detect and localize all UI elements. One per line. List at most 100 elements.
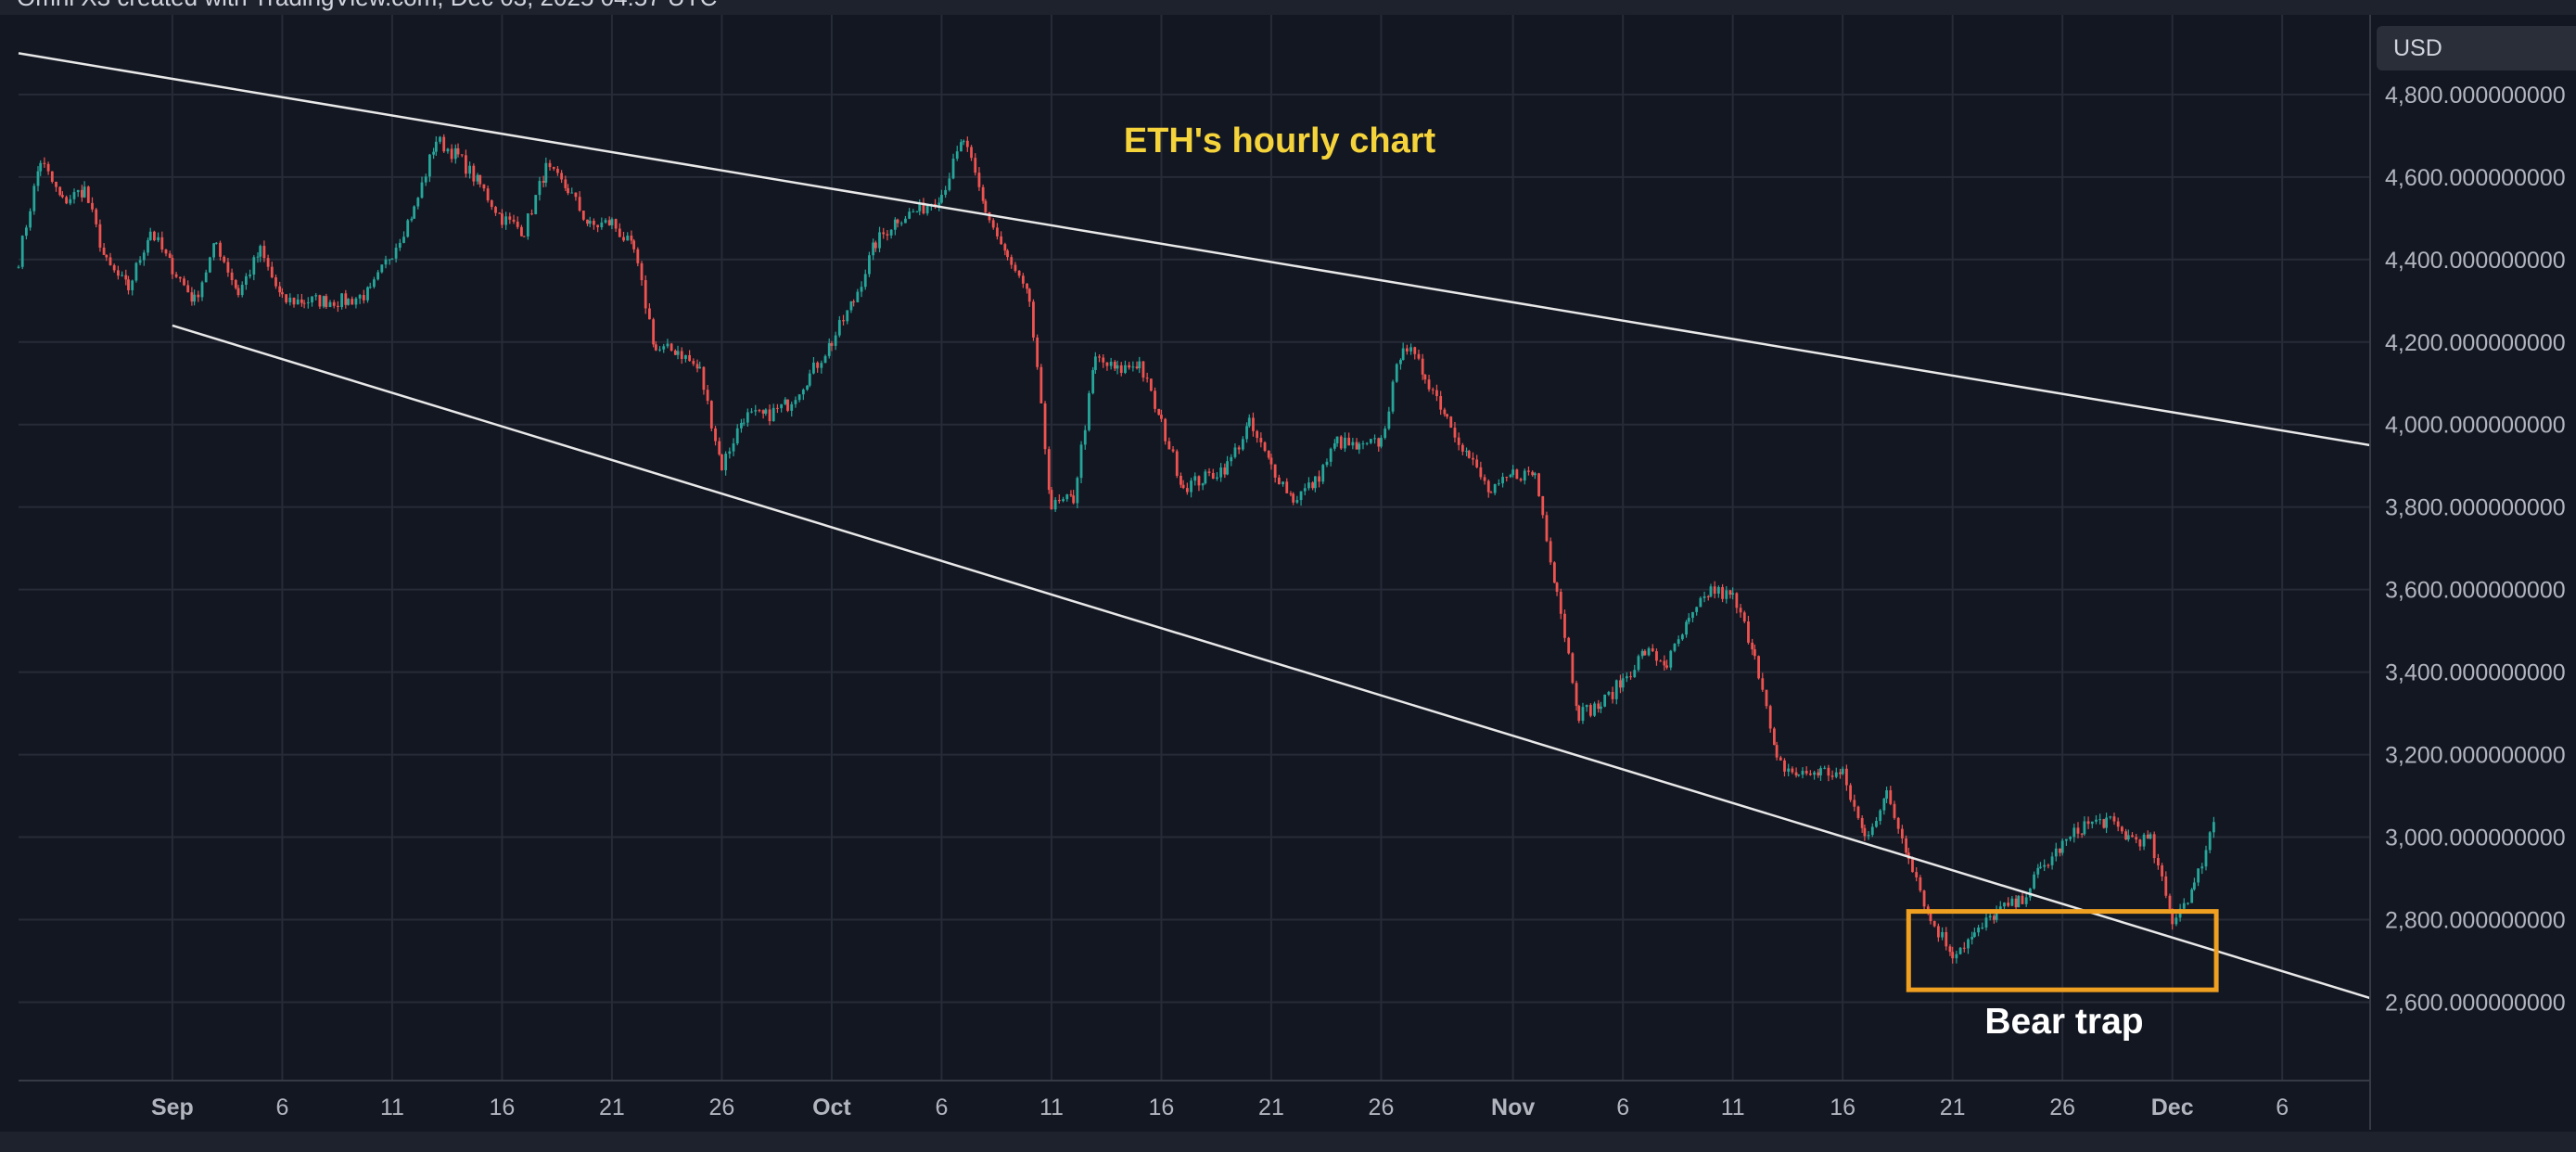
candle-body (1511, 469, 1515, 475)
candle-body (2109, 816, 2112, 818)
trendline-upper (18, 52, 2371, 447)
candle-body (728, 451, 732, 454)
candle-body (2086, 821, 2090, 825)
candle-body (58, 186, 62, 196)
candle-body (1955, 954, 1958, 959)
candle-body (306, 302, 310, 304)
candle-body (32, 186, 36, 211)
candle-body (1699, 597, 1702, 608)
candle-body (102, 247, 106, 255)
candle-body (1713, 586, 1716, 595)
candle-body (648, 308, 651, 320)
candle-body (626, 236, 630, 241)
candle-body (1597, 703, 1600, 710)
candle-body (183, 278, 185, 286)
candle-body (230, 272, 234, 280)
bear-trap-label: Bear trap (1984, 1002, 2143, 1042)
candle-body (1083, 429, 1087, 445)
candle-body (2043, 864, 2047, 867)
candle-body (1972, 932, 1976, 938)
candle-body (1423, 374, 1427, 380)
candle-body (2156, 858, 2160, 866)
candle-body (570, 192, 574, 194)
candle-body (688, 354, 692, 362)
candle-body (2105, 817, 2108, 828)
price-tick-label: 3,400.000000000 (2385, 660, 2566, 686)
candle-body (1204, 471, 1207, 484)
price-tick-label: 2,600.000000000 (2385, 990, 2566, 1016)
candle-body (2190, 889, 2194, 903)
price-tick-label: 4,800.000000000 (2385, 83, 2566, 109)
candle-body (1665, 665, 1668, 668)
candle-body (388, 259, 391, 261)
candle-body (874, 242, 877, 249)
candle-body (1119, 365, 1123, 373)
price-axis[interactable]: 4,800.000000000 4,600.000000000 4,400.0000… (2385, 83, 2566, 1017)
candle-body (706, 390, 709, 402)
candle-body (2171, 908, 2174, 925)
candle-body (358, 295, 362, 299)
candle-body (442, 136, 446, 152)
candle-body (2197, 868, 2200, 883)
candle-body (178, 276, 182, 279)
candle-body (1216, 477, 1218, 480)
candle-body (1716, 586, 1720, 595)
candle-body (1519, 479, 1523, 481)
candle-body (406, 220, 410, 237)
candle-body (214, 242, 218, 244)
time-axis[interactable]: Sep 6 11 16 21 26 Oct 6 11 16 21 26 Nov 6 11 16 21 26 Dec 6 (151, 1094, 2289, 1120)
candle-body (1879, 810, 1882, 822)
candle-body (1827, 767, 1830, 776)
candle-body (1062, 499, 1065, 502)
candle-body (1453, 428, 1457, 438)
candle-body (432, 151, 436, 155)
candle-body (482, 184, 486, 189)
candle-body (925, 205, 929, 214)
candle-body (1739, 608, 1742, 613)
candle-body (142, 252, 146, 261)
currency-button[interactable]: USD (2377, 26, 2576, 70)
candle-body (174, 274, 178, 277)
candle-body (281, 292, 284, 295)
candle-body (2131, 835, 2134, 838)
candle-body (1223, 467, 1227, 475)
candle-body (1321, 465, 1325, 482)
candle-body (1625, 676, 1628, 679)
candle-body (1673, 644, 1677, 651)
candle-body (1190, 480, 1192, 493)
candle-body (860, 287, 863, 292)
candle-body (1501, 477, 1504, 484)
candle-body (758, 410, 761, 412)
candle-body (498, 212, 502, 214)
candle-body (1614, 680, 1618, 699)
candle-body (1915, 872, 1919, 877)
candle-body (2142, 834, 2146, 847)
candle-body (764, 409, 768, 414)
candle-body (1079, 444, 1083, 479)
candle-body (91, 202, 94, 210)
candle-body (780, 403, 784, 409)
candle-body (428, 154, 431, 177)
candle-body (1167, 441, 1171, 450)
candle-body (1900, 828, 1904, 838)
candle-body (593, 221, 595, 225)
candle-body (1706, 595, 1710, 597)
candle-body (1197, 476, 1201, 486)
candle-body (1834, 772, 1838, 777)
candle-body (578, 197, 581, 211)
candle-body (940, 194, 943, 203)
candle-body (1010, 257, 1014, 265)
candle-body (610, 219, 614, 225)
candle-body (652, 319, 656, 345)
candle-body (112, 264, 116, 271)
candle-body (1970, 937, 1974, 940)
candle-body (2168, 895, 2172, 909)
time-tick-label: 11 (1721, 1094, 1745, 1120)
candle-body (190, 292, 194, 302)
candle-body (812, 362, 815, 374)
candle-body (76, 189, 80, 193)
candle-body (1233, 447, 1237, 457)
candle-body (373, 279, 376, 288)
candle-body (1885, 790, 1888, 799)
